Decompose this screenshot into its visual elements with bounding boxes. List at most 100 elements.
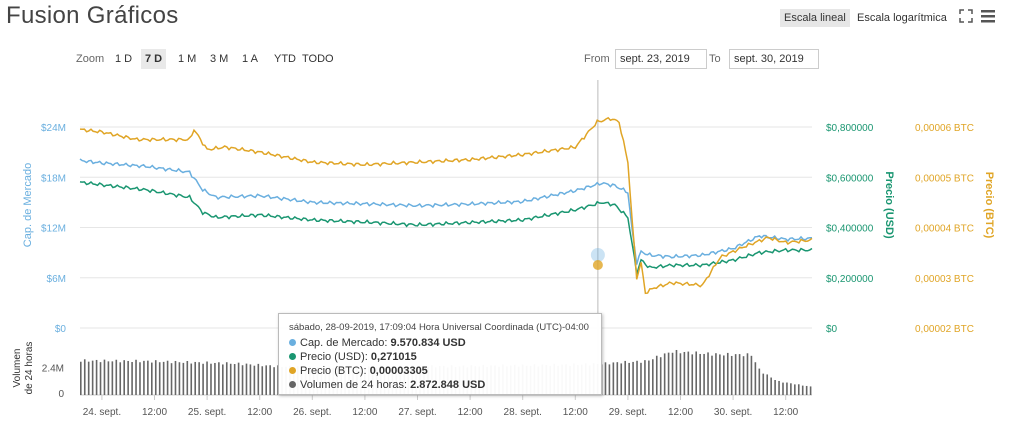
volume-bar (83, 359, 86, 395)
volume-bar (190, 363, 193, 395)
volume-bar (766, 374, 769, 395)
zoom-all-button[interactable]: TODO (302, 53, 334, 65)
volume-bar (233, 364, 236, 395)
y-tick-label-price-btc: 0,00004 BTC (915, 224, 974, 235)
tooltip-value: 0,271015 (370, 351, 417, 363)
volume-bar (667, 352, 670, 395)
volume-bar (612, 362, 615, 395)
y-tick-label-price-usd: $0,800000 (826, 123, 874, 134)
volume-bar (222, 364, 224, 395)
volume-bar (770, 377, 772, 395)
volume-bar (809, 386, 812, 395)
volume-bar (198, 362, 200, 395)
volume-bar (715, 353, 717, 395)
volume-bar (679, 353, 682, 395)
log-scale-button[interactable]: Escala logarítmica (857, 12, 947, 24)
x-tick-label: 12:00 (458, 407, 483, 418)
volume-bar (186, 361, 189, 395)
volume-bar (249, 364, 252, 395)
volume-bar (131, 362, 133, 395)
volume-bar (225, 362, 228, 395)
volume-bar (790, 383, 792, 395)
x-tick-label: 30. sept. (714, 407, 752, 418)
menu-icon[interactable] (980, 8, 996, 24)
volume-bar (719, 354, 721, 395)
volume-bar (245, 363, 248, 395)
y-tick-label-price-usd: $0,200000 (826, 274, 874, 285)
zoom-1a-button[interactable]: 1 A (242, 53, 258, 65)
tooltip-value: 2.872.848 USD (410, 379, 486, 391)
y-axis-title-price-usd: Precio (USD) (883, 171, 895, 239)
volume-bar (147, 360, 149, 395)
volume-bar (786, 382, 788, 395)
volume-bar (80, 361, 82, 395)
zoom-ytd-button[interactable]: YTD (274, 53, 296, 65)
volume-bar (273, 367, 275, 395)
volume-bar (671, 352, 674, 395)
x-tick-label: 12:00 (247, 407, 272, 418)
chart-tooltip: sábado, 28-09-2019, 17:09:04 Hora Univer… (278, 313, 602, 395)
volume-bar (723, 355, 725, 395)
y-tick-label-price-usd: $0 (826, 324, 838, 335)
volume-bar (628, 362, 630, 395)
zoom-1m-button[interactable]: 1 M (178, 53, 197, 65)
x-tick-label: 28. sept. (504, 407, 542, 418)
volume-bar (797, 384, 800, 395)
volume-bar (218, 362, 220, 395)
price-btc-dot-icon (289, 367, 296, 374)
volume-bar (624, 360, 626, 395)
volume-bar (202, 363, 204, 395)
volume-bar (801, 385, 804, 395)
volume-bar (652, 359, 654, 395)
volume-bar (257, 363, 260, 395)
market-cap-dot-icon (289, 339, 296, 346)
y-tick-label-volume: 0 (58, 389, 64, 400)
volume-bar (265, 365, 268, 395)
volume-bar (115, 359, 118, 395)
volume-bar (135, 359, 137, 395)
volume-bar (119, 362, 122, 395)
tooltip-label: Precio (USD): (300, 351, 368, 363)
fullscreen-icon[interactable] (958, 8, 974, 24)
volume-bar (794, 384, 796, 395)
volume-bar (111, 361, 114, 395)
volume-bar (632, 361, 634, 395)
volume-bar (143, 360, 145, 395)
volume-bar (166, 360, 169, 395)
to-date-input[interactable]: sept. 30, 2019 (729, 49, 819, 69)
volume-bar (214, 362, 216, 395)
price-btc-line (79, 116, 813, 295)
tooltip-label: Volumen de 24 horas: (300, 379, 408, 391)
volume-bar (778, 380, 780, 395)
x-tick-label: 12:00 (668, 407, 693, 418)
volume-bar (782, 382, 784, 395)
volume-bar (805, 385, 808, 395)
volume-bar (644, 360, 646, 395)
volume-bar (734, 354, 737, 395)
tooltip-label: Precio (BTC): (300, 365, 367, 377)
volume-bar (269, 365, 271, 395)
y-tick-label-price-btc: 0,00006 BTC (915, 123, 974, 134)
volume-bar (742, 356, 745, 395)
volume-bar (158, 362, 161, 395)
volume-bar (178, 362, 181, 395)
volume-bar (241, 365, 244, 395)
volume-bar (738, 354, 741, 395)
volume-bar (237, 362, 240, 395)
linear-scale-button[interactable]: Escala lineal (780, 9, 850, 27)
zoom-3m-button[interactable]: 3 M (210, 53, 229, 65)
y-tick-label-price-usd: $0,600000 (826, 173, 874, 184)
from-date-input[interactable]: sept. 23, 2019 (615, 49, 707, 69)
volume-bar (99, 362, 102, 395)
y-tick-label-market-cap: $18M (41, 173, 66, 184)
volume-bar (640, 362, 642, 395)
x-tick-label: 24. sept. (83, 407, 121, 418)
volume-bar (695, 351, 698, 395)
volume-bar (659, 357, 662, 395)
hover-marker-icon (592, 260, 603, 270)
volume-bar (174, 360, 177, 395)
zoom-7d-button[interactable]: 7 D (141, 49, 167, 69)
zoom-1d-button[interactable]: 1 D (115, 53, 133, 65)
volume-bar (758, 368, 761, 395)
